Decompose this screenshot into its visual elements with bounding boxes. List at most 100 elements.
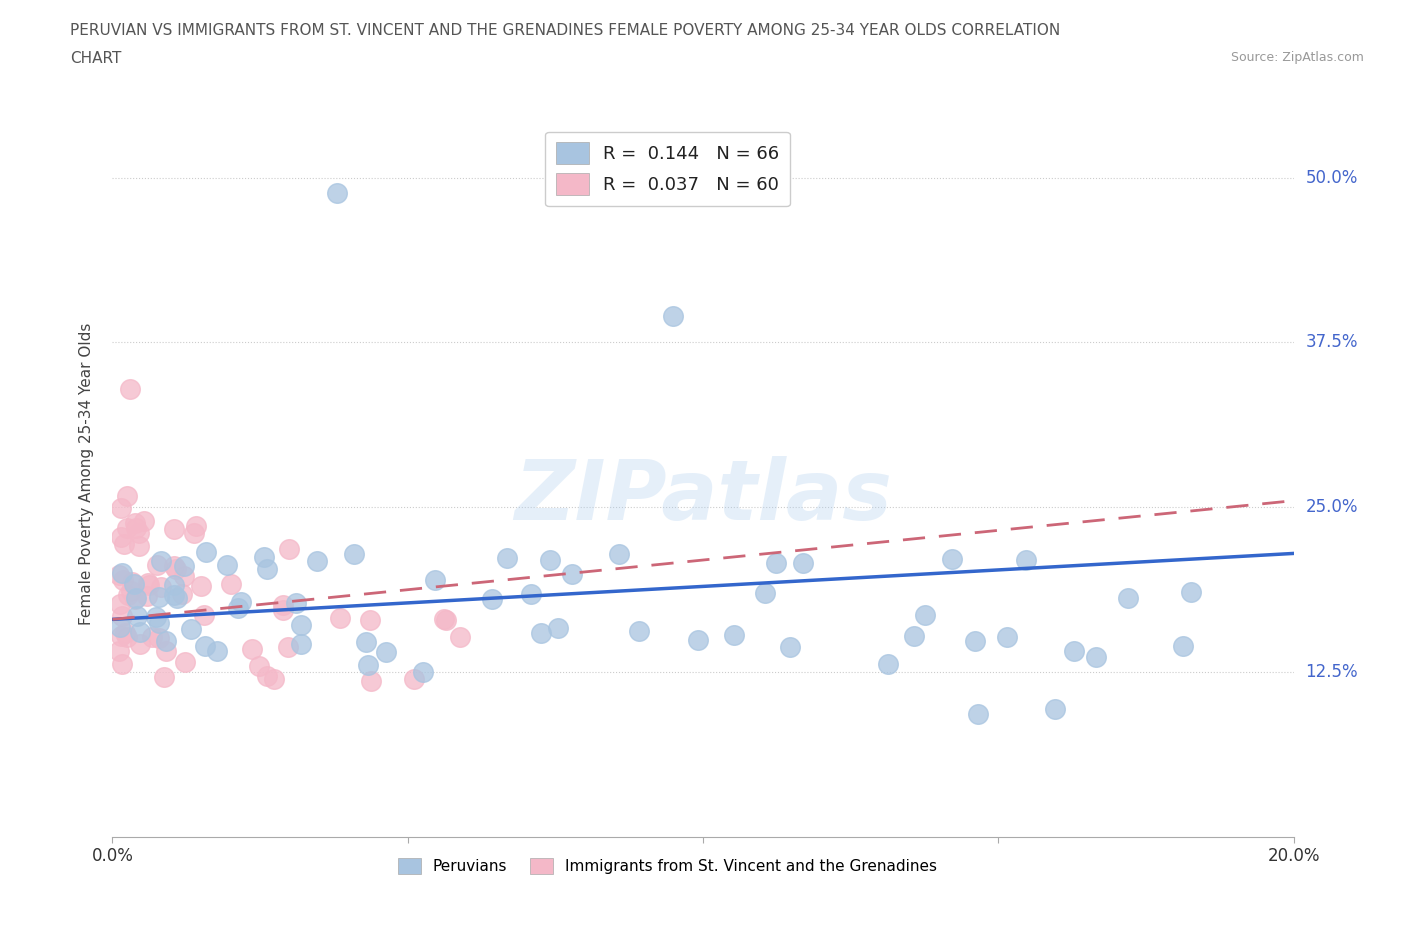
- Point: [148, 616, 170, 631]
- Point: [995, 629, 1018, 644]
- Point: [148, 590, 170, 604]
- Point: [128, 636, 150, 651]
- Point: [792, 555, 814, 570]
- Point: [145, 610, 167, 625]
- Point: [215, 558, 238, 573]
- Point: [271, 603, 294, 618]
- Point: [172, 587, 194, 602]
- Point: [425, 573, 447, 588]
- Point: [111, 608, 134, 623]
- Point: [165, 561, 187, 576]
- Point: [1084, 649, 1107, 664]
- Point: [136, 575, 159, 590]
- Point: [110, 529, 132, 544]
- Point: [117, 587, 139, 602]
- Point: [108, 567, 131, 582]
- Point: [111, 657, 134, 671]
- Point: [1015, 553, 1038, 568]
- Point: [163, 522, 186, 537]
- Point: [329, 611, 352, 626]
- Point: [561, 566, 583, 581]
- Point: [256, 562, 278, 577]
- Text: CHART: CHART: [70, 51, 122, 66]
- Point: [163, 588, 186, 603]
- Point: [359, 613, 381, 628]
- Point: [433, 612, 456, 627]
- Point: [114, 626, 136, 641]
- Text: PERUVIAN VS IMMIGRANTS FROM ST. VINCENT AND THE GRENADINES FEMALE POVERTY AMONG : PERUVIAN VS IMMIGRANTS FROM ST. VINCENT …: [70, 23, 1060, 38]
- Point: [263, 671, 285, 686]
- Point: [723, 628, 745, 643]
- Point: [155, 644, 177, 658]
- Point: [242, 642, 264, 657]
- Point: [166, 591, 188, 605]
- Point: [481, 591, 503, 606]
- Point: [195, 545, 218, 560]
- Point: [149, 579, 172, 594]
- Point: [163, 558, 186, 573]
- Point: [134, 514, 156, 529]
- Point: [219, 577, 242, 591]
- Point: [1063, 644, 1085, 658]
- Point: [903, 629, 925, 644]
- Point: [183, 525, 205, 540]
- Point: [686, 632, 709, 647]
- Point: [538, 552, 561, 567]
- Point: [150, 553, 173, 568]
- Point: [115, 629, 138, 644]
- Point: [184, 519, 207, 534]
- Point: [148, 631, 170, 645]
- Point: [128, 538, 150, 553]
- Point: [765, 556, 787, 571]
- Point: [256, 669, 278, 684]
- Point: [404, 671, 426, 686]
- Point: [229, 594, 252, 609]
- Point: [277, 640, 299, 655]
- Point: [877, 657, 900, 671]
- Text: 12.5%: 12.5%: [1305, 663, 1358, 681]
- Point: [180, 621, 202, 636]
- Point: [326, 186, 349, 201]
- Point: [278, 542, 301, 557]
- Point: [129, 625, 152, 640]
- Point: [547, 621, 569, 636]
- Point: [155, 633, 177, 648]
- Point: [125, 521, 148, 536]
- Point: [193, 607, 215, 622]
- Point: [124, 591, 146, 606]
- Point: [163, 578, 186, 592]
- Point: [375, 644, 398, 659]
- Point: [194, 639, 217, 654]
- Point: [360, 673, 382, 688]
- Text: 25.0%: 25.0%: [1305, 498, 1358, 516]
- Point: [136, 588, 159, 603]
- Point: [495, 551, 517, 565]
- Point: [108, 596, 131, 611]
- Point: [146, 557, 169, 572]
- Point: [305, 553, 328, 568]
- Point: [111, 565, 134, 580]
- Point: [343, 547, 366, 562]
- Point: [357, 658, 380, 673]
- Point: [271, 598, 294, 613]
- Point: [607, 547, 630, 562]
- Text: ZIPatlas: ZIPatlas: [515, 456, 891, 537]
- Point: [115, 521, 138, 536]
- Point: [412, 664, 434, 679]
- Text: Source: ZipAtlas.com: Source: ZipAtlas.com: [1230, 51, 1364, 64]
- Point: [779, 639, 801, 654]
- Point: [963, 633, 986, 648]
- Point: [252, 550, 274, 565]
- Point: [112, 536, 135, 551]
- Point: [290, 618, 312, 632]
- Point: [285, 596, 308, 611]
- Legend: Peruvians, Immigrants from St. Vincent and the Grenadines: Peruvians, Immigrants from St. Vincent a…: [392, 852, 943, 880]
- Point: [173, 568, 195, 583]
- Point: [138, 578, 160, 592]
- Point: [941, 552, 963, 567]
- Point: [125, 609, 148, 624]
- Y-axis label: Female Poverty Among 25-34 Year Olds: Female Poverty Among 25-34 Year Olds: [79, 323, 94, 626]
- Point: [124, 516, 146, 531]
- Point: [290, 637, 312, 652]
- Point: [110, 500, 132, 515]
